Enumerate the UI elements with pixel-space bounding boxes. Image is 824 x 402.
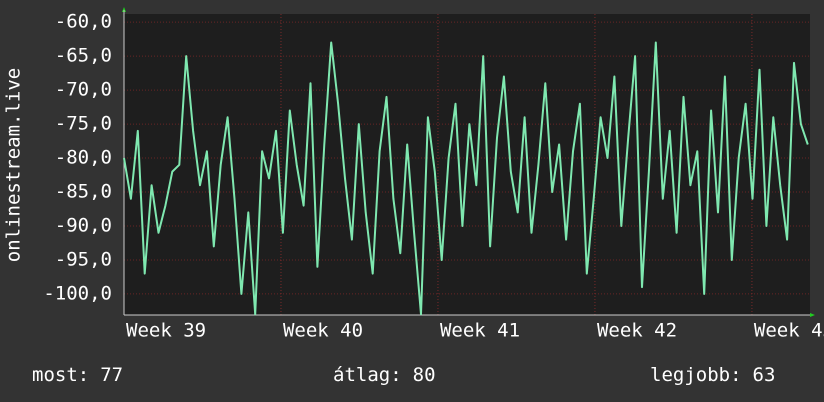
axis-arrow — [122, 7, 126, 12]
stat-value: 80 — [413, 364, 436, 386]
x-tick-label: Week 39 — [126, 320, 206, 342]
axis-arrow — [810, 313, 815, 317]
y-tick-label: -85,0 — [55, 181, 112, 203]
stat-label: átlag: — [333, 364, 402, 386]
x-tick-label: Week 42 — [597, 320, 677, 342]
stat-value: 77 — [100, 364, 123, 386]
stat-value: 63 — [753, 364, 776, 386]
y-tick-label: -75,0 — [55, 113, 112, 135]
x-tick-label: Week 40 — [283, 320, 363, 342]
y-tick-label: -60,0 — [55, 11, 112, 33]
y-tick-label: -65,0 — [55, 45, 112, 67]
stat-label: legjobb: — [650, 364, 742, 386]
y-tick-label: -95,0 — [55, 248, 112, 270]
data-line — [123, 41, 809, 316]
y-tick-label: -100,0 — [43, 282, 112, 304]
y-tick-label: -90,0 — [55, 214, 112, 236]
y-tick-label: -80,0 — [55, 147, 112, 169]
stat: most: 77 — [32, 364, 123, 386]
stat-label: most: — [32, 364, 89, 386]
x-tick-label: Week 41 — [440, 320, 520, 342]
y-tick-label: -70,0 — [55, 79, 112, 101]
stat: átlag: 80 — [333, 364, 436, 386]
x-tick-label: Week 43 — [754, 320, 824, 342]
stat: legjobb: 63 — [650, 364, 775, 386]
y-axis-label: onlinestream.live — [3, 68, 25, 262]
